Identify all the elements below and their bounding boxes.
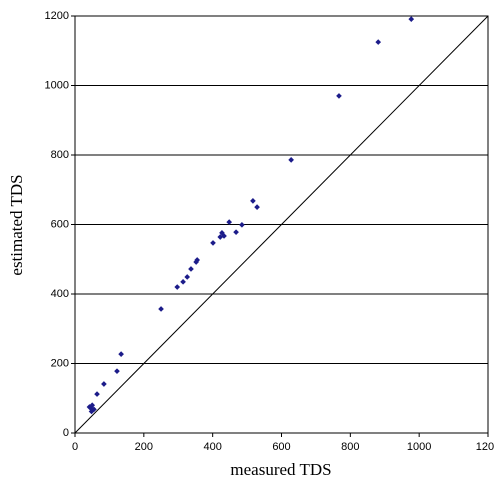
y-tick-label: 200 <box>51 357 69 369</box>
point <box>226 219 233 225</box>
y-tick-label: 600 <box>51 218 69 230</box>
identity-line <box>74 15 489 434</box>
point <box>194 257 201 263</box>
point <box>210 240 216 246</box>
point <box>408 16 415 22</box>
point <box>336 93 342 99</box>
point <box>86 404 93 410</box>
x-tick-label: 200 <box>135 441 153 453</box>
point <box>101 381 107 387</box>
x-axis-title: measured TDS <box>230 460 331 479</box>
x-tick-label: 1200 <box>476 441 494 453</box>
point <box>221 233 227 239</box>
y-tick-label: 0 <box>63 427 69 439</box>
point <box>288 157 294 163</box>
point <box>250 198 256 204</box>
point <box>118 351 124 357</box>
point <box>188 266 194 272</box>
point <box>375 39 382 45</box>
point <box>158 306 164 312</box>
x-tick-label: 800 <box>341 441 359 453</box>
point <box>184 274 191 280</box>
x-tick-label: 600 <box>272 441 290 453</box>
y-axis-title: estimated TDS <box>7 174 26 275</box>
point <box>114 368 120 374</box>
x-tick-label: 1000 <box>407 441 431 453</box>
y-tick-label: 400 <box>51 288 69 300</box>
y-tick-label: 1200 <box>45 10 69 22</box>
x-tick-label: 400 <box>203 441 221 453</box>
point <box>88 408 95 415</box>
point <box>239 222 245 228</box>
point <box>254 204 260 210</box>
point <box>180 279 186 285</box>
point <box>174 284 181 290</box>
point <box>94 391 100 397</box>
point <box>233 229 239 235</box>
y-tick-label: 1000 <box>45 79 69 91</box>
plot-frame <box>74 15 489 434</box>
x-tick-label: 0 <box>72 441 78 453</box>
y-tick-label: 800 <box>51 149 69 161</box>
